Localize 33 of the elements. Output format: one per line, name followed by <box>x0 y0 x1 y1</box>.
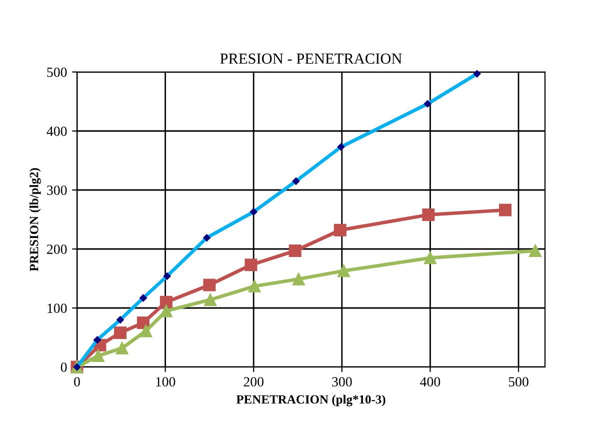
point <box>204 293 217 306</box>
point <box>529 244 542 258</box>
y-axis-title: PRESION (lb/plg2) <box>29 168 41 272</box>
point <box>160 296 172 308</box>
point <box>337 264 350 278</box>
x-axis-title: PENETRACION (plg*10-3) <box>236 394 386 406</box>
x-tick-label: 0 <box>74 377 80 386</box>
point <box>203 278 216 292</box>
y-tick-label: 300 <box>47 186 67 195</box>
y-tick-label: 500 <box>47 68 67 77</box>
x-tick-label: 200 <box>244 377 264 386</box>
x-tick-label: 100 <box>156 377 176 386</box>
point <box>422 208 435 222</box>
point <box>140 324 152 338</box>
point <box>292 272 305 286</box>
y-tick-label: 100 <box>48 304 67 313</box>
y-tick-label: 400 <box>46 126 67 136</box>
point <box>92 350 104 362</box>
point <box>334 224 346 236</box>
chart-title: PRESION - PENETRACION <box>220 54 402 64</box>
point <box>160 304 172 318</box>
y-tick-label: 200 <box>47 244 67 254</box>
x-tick-label: 500 <box>508 377 528 386</box>
y-tick-label: 0 <box>60 362 67 372</box>
point <box>499 204 512 216</box>
point <box>288 244 302 258</box>
x-tick-label: 400 <box>420 377 440 386</box>
point <box>116 342 128 354</box>
point <box>424 252 436 264</box>
point <box>248 280 261 292</box>
point <box>114 326 127 340</box>
x-tick-label: 300 <box>332 377 352 386</box>
point <box>244 258 258 272</box>
